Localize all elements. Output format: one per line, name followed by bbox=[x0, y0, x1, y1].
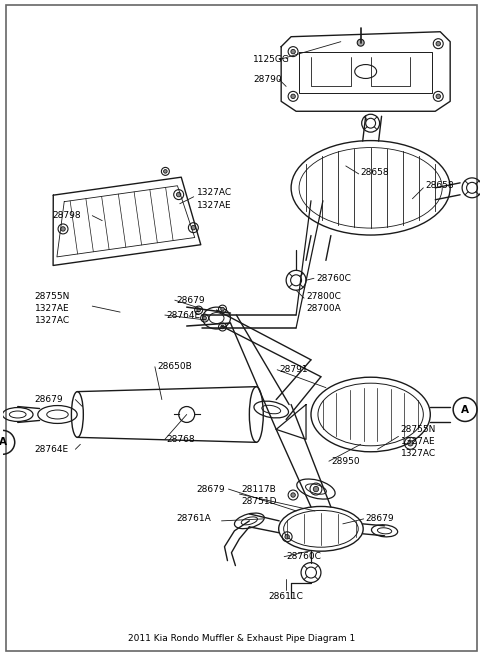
Text: 2011 Kia Rondo Muffler & Exhaust Pipe Diagram 1: 2011 Kia Rondo Muffler & Exhaust Pipe Di… bbox=[128, 634, 355, 643]
Text: 28658: 28658 bbox=[360, 169, 389, 177]
Text: 28760C: 28760C bbox=[316, 274, 351, 283]
Text: 28679: 28679 bbox=[35, 395, 63, 404]
Text: 1125GG: 1125GG bbox=[253, 55, 290, 64]
Text: 1327AE: 1327AE bbox=[197, 201, 231, 210]
Text: 1327AE: 1327AE bbox=[400, 437, 435, 446]
Circle shape bbox=[221, 307, 224, 311]
Circle shape bbox=[357, 39, 364, 46]
Text: 28611C: 28611C bbox=[269, 592, 303, 601]
Circle shape bbox=[221, 325, 224, 329]
Text: 28950: 28950 bbox=[331, 457, 360, 466]
Circle shape bbox=[291, 94, 295, 98]
Text: 28679: 28679 bbox=[197, 485, 225, 493]
Text: 1327AC: 1327AC bbox=[400, 449, 435, 458]
Circle shape bbox=[203, 316, 206, 320]
Circle shape bbox=[436, 94, 441, 98]
Text: 28791: 28791 bbox=[279, 365, 308, 375]
Text: 1327AE: 1327AE bbox=[35, 304, 69, 313]
Text: 28790: 28790 bbox=[253, 75, 282, 84]
Circle shape bbox=[291, 49, 295, 54]
Circle shape bbox=[408, 441, 413, 446]
Text: 28658: 28658 bbox=[425, 181, 454, 190]
Text: 28798: 28798 bbox=[52, 211, 81, 220]
Text: 28650B: 28650B bbox=[157, 362, 192, 371]
Text: 28751D: 28751D bbox=[241, 497, 277, 506]
Text: 28679: 28679 bbox=[177, 296, 205, 304]
Text: 28700A: 28700A bbox=[306, 304, 341, 313]
Text: 1327AC: 1327AC bbox=[35, 316, 70, 325]
Text: 1327AC: 1327AC bbox=[197, 188, 232, 197]
Circle shape bbox=[313, 486, 319, 492]
Text: 27800C: 27800C bbox=[306, 292, 341, 300]
Text: 28755N: 28755N bbox=[35, 292, 70, 300]
Text: 28117B: 28117B bbox=[241, 485, 276, 493]
Text: 28755N: 28755N bbox=[400, 425, 436, 434]
Circle shape bbox=[61, 227, 65, 231]
Text: 28760C: 28760C bbox=[286, 552, 321, 561]
Circle shape bbox=[177, 192, 181, 197]
Text: 28761A: 28761A bbox=[177, 514, 212, 523]
Circle shape bbox=[291, 493, 295, 497]
Text: 28764E: 28764E bbox=[167, 310, 201, 319]
Circle shape bbox=[197, 308, 201, 312]
Text: 28764E: 28764E bbox=[35, 445, 69, 454]
Text: 28768: 28768 bbox=[167, 435, 195, 444]
Circle shape bbox=[191, 226, 196, 230]
Circle shape bbox=[164, 170, 167, 173]
Circle shape bbox=[285, 535, 289, 539]
Text: A: A bbox=[0, 438, 7, 447]
Text: A: A bbox=[461, 405, 469, 415]
Text: 28679: 28679 bbox=[366, 514, 394, 523]
Circle shape bbox=[436, 41, 441, 46]
